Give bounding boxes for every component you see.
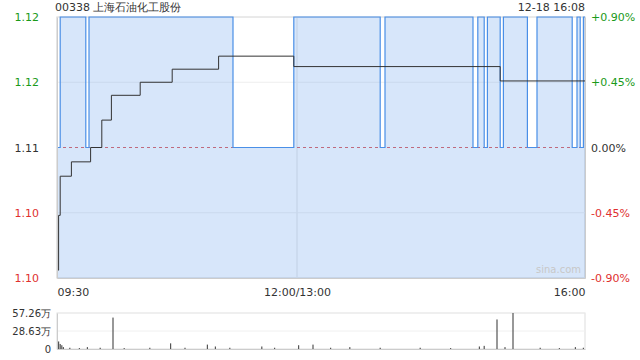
volume-bar — [58, 341, 59, 349]
volume-bar — [207, 345, 208, 349]
volume-bar — [559, 348, 560, 349]
volume-bar — [184, 348, 185, 349]
x-axis-tick: 09:30 — [58, 278, 90, 299]
watermark: sina.com — [536, 264, 581, 275]
price-line — [57, 17, 585, 148]
volume-bar — [575, 347, 576, 349]
volume-bars — [58, 313, 584, 349]
y2-axis-tick-label: 0.00% — [591, 142, 626, 155]
volume-grid — [57, 313, 585, 349]
volume-x-axis — [58, 349, 586, 350]
volume-bar — [380, 348, 381, 349]
y2-axis-tick-label: +0.90% — [591, 11, 635, 24]
x-axis-tick-label: 12:00/13:00 — [264, 286, 331, 299]
volume-y-axis-tick-label: 28.63万 — [12, 326, 51, 337]
y-axis-tick: 1.10 — [15, 272, 58, 285]
volume-y-axis-tick: 0 — [45, 344, 57, 355]
volume-bar — [215, 346, 216, 349]
volume-bar — [330, 348, 331, 349]
title: 00338 上海石油化工股份 — [55, 1, 182, 14]
y-axis-tick-label: 1.10 — [15, 272, 40, 285]
y2-axis-tick-label: -0.45% — [591, 207, 630, 220]
y2-axis-line — [585, 18, 586, 279]
volume-bar — [100, 348, 101, 349]
volume-y-axis-tick: 57.26万 — [12, 308, 57, 319]
volume-bar — [479, 346, 480, 349]
volume-bar — [484, 346, 485, 349]
volume-bar — [512, 313, 513, 349]
volume-x-axis-line — [58, 349, 586, 350]
volume-bar — [298, 345, 299, 349]
y-axis-tick: 1.12 — [15, 11, 58, 24]
grid-line-x — [57, 17, 58, 278]
volume-bar — [450, 348, 451, 349]
x-axis: 09:30 12:00/13:00 16:00 — [58, 278, 586, 299]
chart: 00338 上海石油化工股份12-18 16:081.121.121.111.1… — [0, 0, 640, 360]
plot-frame — [57, 17, 585, 278]
volume-bar — [112, 318, 113, 349]
y-axis-tick-label: 1.12 — [15, 76, 40, 89]
volume-bar — [540, 348, 541, 349]
volume-bar — [61, 345, 62, 349]
y2-axis-tick: +0.45% — [585, 76, 635, 89]
y-axis: 1.12 1.12 1.11 1.10 1.10 — [15, 11, 58, 285]
volume-y-axis-tick: 28.63万 — [12, 326, 57, 337]
volume-bar — [420, 348, 421, 349]
x-axis-tick-label: 16:00 — [554, 286, 586, 299]
y-axis-tick: 1.10 — [15, 207, 58, 220]
y-axis-tick-label: 1.12 — [15, 11, 40, 24]
x-axis-tick: 12:00/13:00 — [264, 278, 331, 299]
volume-bar — [349, 347, 350, 349]
volume-grid-line — [57, 349, 585, 350]
y-axis-tick-label: 1.11 — [15, 142, 40, 155]
x-axis-line — [58, 278, 586, 279]
average-line — [57, 56, 585, 270]
volume-bar — [79, 348, 80, 349]
x-axis-tick: 16:00 — [554, 278, 586, 299]
y-axis-line — [57, 18, 58, 279]
y2-axis: +0.90% +0.45% 0.00% -0.45% -0.90% — [585, 11, 635, 285]
volume-bar — [274, 348, 275, 349]
grid — [57, 17, 585, 278]
volume-bar — [69, 348, 70, 349]
y-axis-tick: 1.11 — [15, 142, 58, 155]
volume-bar — [149, 348, 150, 349]
volume-y-axis-tick-label: 57.26万 — [12, 308, 51, 319]
x-axis-tick-label: 09:30 — [58, 286, 90, 299]
price-area — [57, 17, 585, 278]
volume-bar — [312, 345, 313, 349]
y2-axis-tick-label: +0.45% — [591, 76, 635, 89]
volume-grid-line — [57, 331, 585, 332]
y2-axis-tick: -0.45% — [585, 207, 630, 220]
subtitle: 12-18 16:08 — [518, 1, 585, 14]
y2-axis-tick-label: -0.90% — [591, 272, 630, 285]
volume-bar — [229, 348, 230, 349]
volume-bar — [261, 346, 262, 349]
volume-frame — [57, 313, 585, 349]
volume-y-axis: 57.26万 28.63万 0 — [12, 308, 57, 355]
volume-bar — [170, 343, 171, 349]
volume-bar — [496, 319, 497, 349]
y-axis-tick: 1.12 — [15, 76, 58, 89]
volume-bar — [583, 348, 584, 349]
y2-axis-tick: +0.90% — [585, 11, 635, 24]
volume-grid-line — [57, 313, 585, 314]
y-axis-tick-label: 1.10 — [15, 207, 40, 220]
volume-y-axis-line — [57, 314, 58, 350]
volume-bar — [504, 347, 505, 349]
volume-bar — [124, 348, 125, 349]
volume-bar — [60, 344, 61, 349]
volume-bar — [87, 347, 88, 349]
volume-y-axis-tick-label: 0 — [45, 344, 51, 355]
plot-area — [57, 17, 585, 278]
y2-axis-tick: 0.00% — [585, 142, 626, 155]
y2-axis-tick: -0.90% — [585, 272, 630, 285]
volume-bar — [63, 347, 64, 349]
